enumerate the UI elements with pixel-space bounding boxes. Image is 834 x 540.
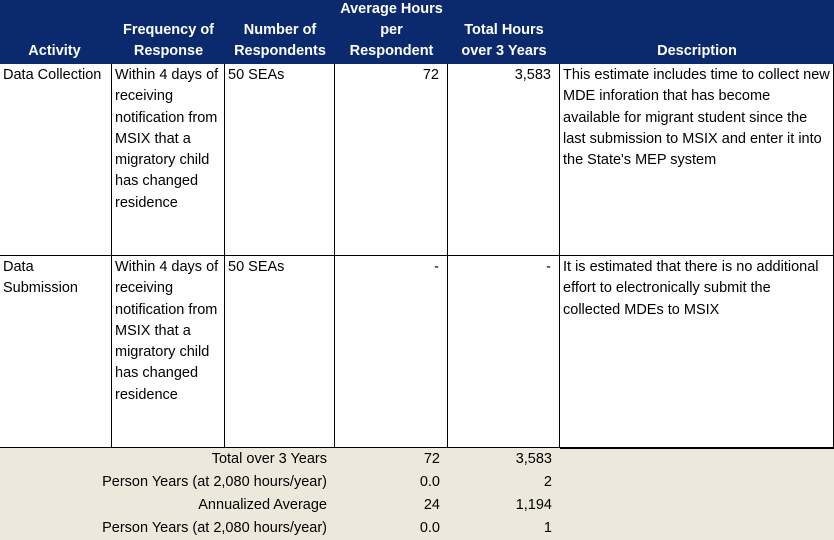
summary-value: 72 bbox=[335, 448, 448, 471]
summary-label: Total over 3 Years bbox=[0, 448, 335, 471]
table-cell: Within 4 days of receiving notification … bbox=[112, 64, 225, 256]
table-cell: 50 SEAs bbox=[225, 64, 335, 256]
summary-value: 3,583 bbox=[448, 448, 560, 471]
column-header: Average Hours per Respondent bbox=[335, 0, 448, 64]
summary-label: Person Years (at 2,080 hours/year) bbox=[0, 517, 335, 540]
column-header: Number of Respondents bbox=[225, 0, 335, 64]
column-header: Description bbox=[560, 0, 834, 64]
summary-value: 0.0 bbox=[335, 517, 448, 540]
column-header: Activity bbox=[0, 0, 112, 64]
table-cell: This estimate includes time to collect n… bbox=[560, 64, 834, 256]
summary-value: 24 bbox=[335, 494, 448, 517]
summary-value: 2 bbox=[448, 471, 560, 494]
summary-value: 1 bbox=[448, 517, 560, 540]
table-cell: - bbox=[335, 256, 448, 448]
column-header: Total Hours over 3 Years bbox=[448, 0, 560, 64]
table-cell: - bbox=[448, 256, 560, 448]
summary-value: 1,194 bbox=[448, 494, 560, 517]
table-cell: 3,583 bbox=[448, 64, 560, 256]
table-cell: Data Submission bbox=[0, 256, 112, 448]
table-cell: 72 bbox=[335, 64, 448, 256]
summary-label: Person Years (at 2,080 hours/year) bbox=[0, 471, 335, 494]
table-cell: 50 SEAs bbox=[225, 256, 335, 448]
table-cell: It is estimated that there is no additio… bbox=[560, 256, 834, 448]
summary-value: 0.0 bbox=[335, 471, 448, 494]
table-cell: Within 4 days of receiving notification … bbox=[112, 256, 225, 448]
column-header: Frequency of Response bbox=[112, 0, 225, 64]
table-cell: Data Collection bbox=[0, 64, 112, 256]
summary-label: Annualized Average bbox=[0, 494, 335, 517]
